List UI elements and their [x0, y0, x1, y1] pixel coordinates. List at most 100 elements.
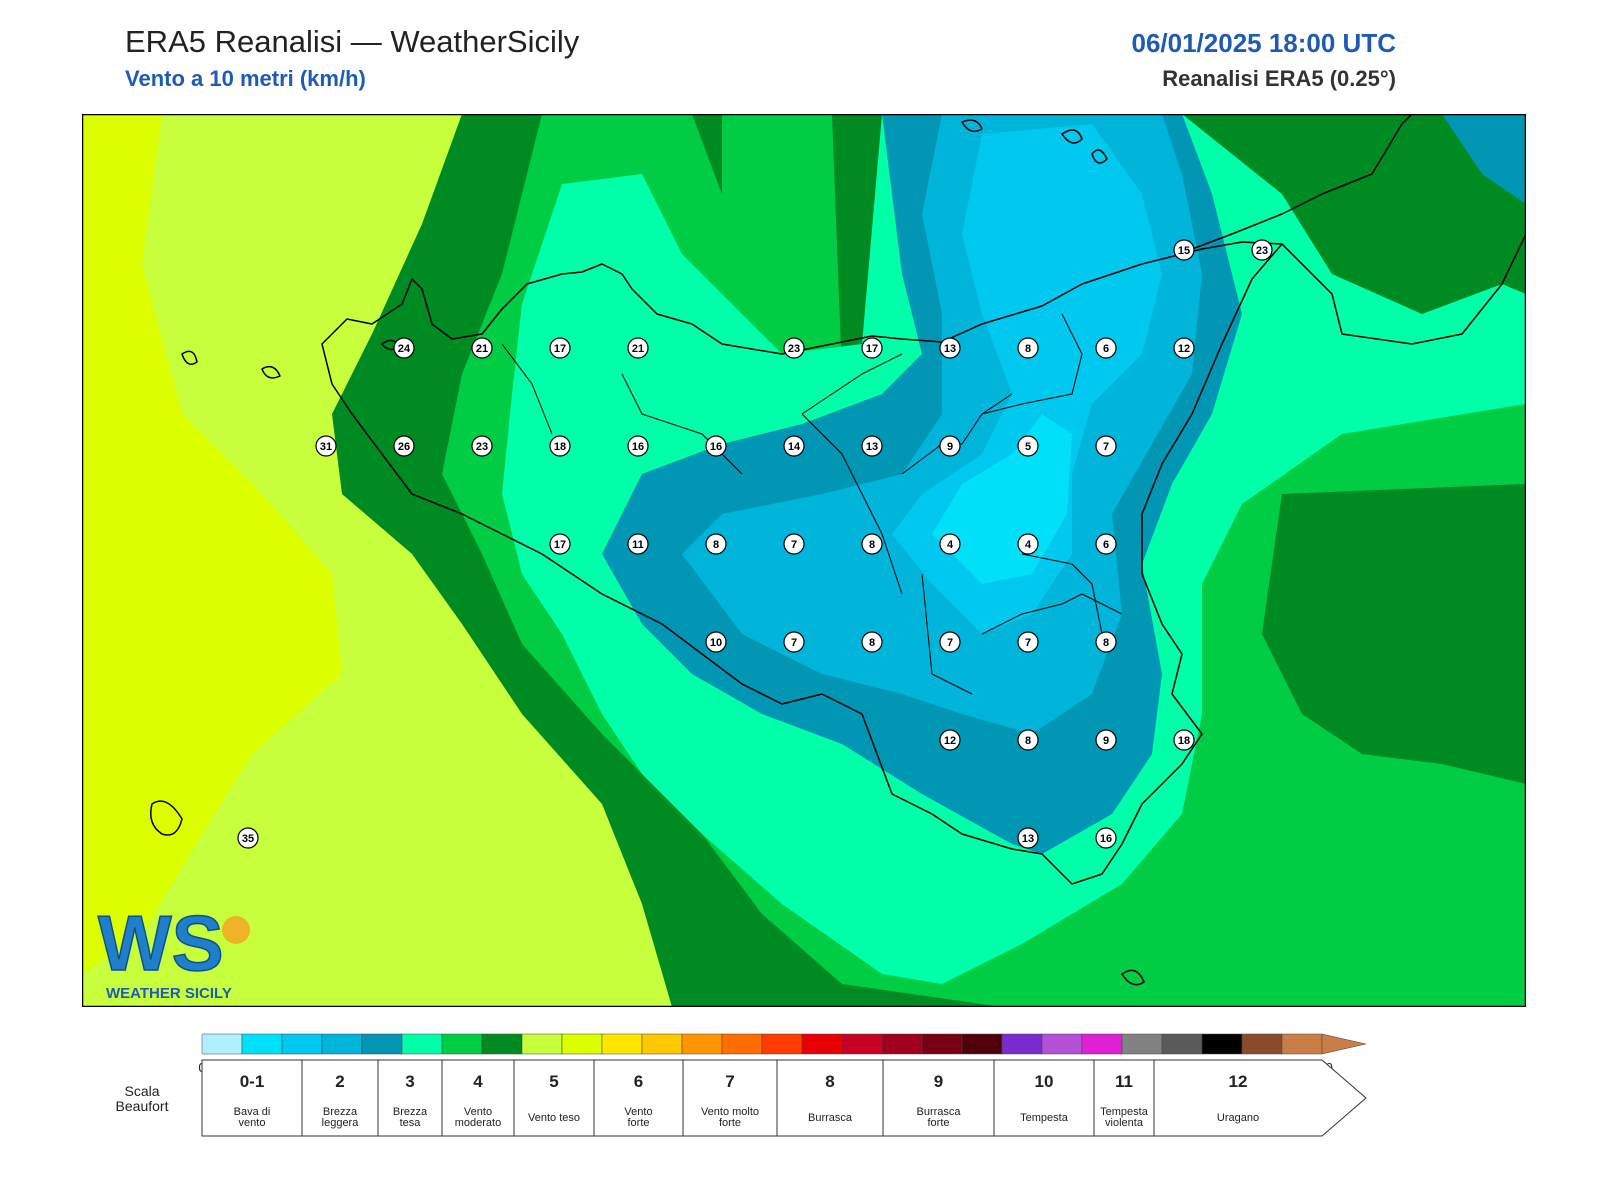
beaufort-description: Brezza leggera — [322, 1106, 360, 1129]
map-subtitle: Vento a 10 metri (km/h) — [125, 66, 366, 91]
station-marker — [1017, 337, 1039, 359]
weathersicily-logo: WS WEATHER SICILY — [97, 900, 250, 1002]
salina-island — [961, 119, 983, 133]
wind-station: 21 — [471, 337, 493, 359]
beaufort-description: Tempesta violenta — [1100, 1106, 1149, 1129]
station-marker — [939, 729, 961, 751]
wind-station: 8 — [1095, 631, 1117, 653]
station-wind-value: 14 — [788, 441, 801, 453]
station-marker — [1173, 337, 1195, 359]
station-wind-value: 18 — [1178, 735, 1190, 747]
beaufort-description: Burrasca — [808, 1112, 853, 1124]
station-marker — [471, 435, 493, 457]
inland-boundaries — [501, 313, 1123, 695]
beaufort-label: Scala Beaufort — [116, 1083, 169, 1114]
station-wind-value: 15 — [1178, 245, 1190, 257]
wind-station: 8 — [861, 631, 883, 653]
beaufort-cell: 11 Tempesta violenta — [1093, 1059, 1155, 1137]
wind-station: 8 — [1017, 729, 1039, 751]
beaufort-cell-box — [513, 1059, 595, 1137]
calabria-coast — [1191, 114, 1526, 345]
colorbar-segment — [561, 1033, 603, 1055]
wind-station-labels: 24 21 17 21 23 17 13 8 6 12 31 26 23 18 16 16 14 13 9 5 7 17 1… — [237, 239, 1273, 849]
beaufort-cell-box — [593, 1059, 684, 1137]
colorbar-segment — [281, 1033, 323, 1055]
beaufort-number: 10 — [1035, 1072, 1054, 1091]
wind-station: 16 — [705, 435, 727, 457]
station-marker — [471, 337, 493, 359]
station-marker — [939, 337, 961, 359]
station-wind-value: 7 — [791, 539, 797, 551]
station-wind-value: 13 — [866, 441, 878, 453]
station-marker — [627, 435, 649, 457]
wind-station: 6 — [1095, 533, 1117, 555]
station-marker — [1017, 533, 1039, 555]
colorbar-segment — [961, 1033, 1003, 1055]
colorbar-segment — [1121, 1033, 1163, 1055]
colorbar-segment — [441, 1033, 483, 1055]
station-marker — [1095, 631, 1117, 653]
station-wind-value: 4 — [1025, 539, 1032, 551]
beaufort-number: 2 — [335, 1072, 344, 1091]
wind-station: 13 — [861, 435, 883, 457]
station-wind-value: 5 — [1025, 441, 1031, 453]
coastlines — [150, 114, 1526, 986]
station-marker — [393, 435, 415, 457]
beaufort-cell-box — [776, 1059, 884, 1137]
wind-station: 7 — [783, 533, 805, 555]
wind-station: 17 — [549, 337, 571, 359]
station-marker — [939, 533, 961, 555]
beaufort-number: 4 — [473, 1072, 483, 1091]
wind-station: 11 — [627, 533, 649, 555]
beaufort-description: Tempesta — [1020, 1112, 1069, 1124]
station-marker — [783, 435, 805, 457]
station-marker — [1173, 729, 1195, 751]
station-marker — [705, 533, 727, 555]
valid-datetime: 06/01/2025 18:00 UTC — [1131, 28, 1396, 58]
station-marker — [1095, 435, 1117, 457]
colorbar-segment — [601, 1033, 643, 1055]
wind-station: 31 — [315, 435, 337, 457]
wind-station: 17 — [861, 337, 883, 359]
wind-band-35-40 — [82, 114, 342, 974]
colorbar-segment — [641, 1033, 683, 1055]
station-wind-value: 8 — [713, 539, 719, 551]
lipari-island — [1061, 129, 1083, 144]
station-wind-value: 26 — [398, 441, 410, 453]
station-marker — [939, 435, 961, 457]
colorbar-segment — [881, 1033, 923, 1055]
colorbar-segment — [481, 1033, 523, 1055]
station-marker — [1173, 239, 1195, 261]
colorbar-segment — [721, 1033, 763, 1055]
wind-station: 14 — [783, 435, 805, 457]
station-marker — [627, 337, 649, 359]
colorbar-segment — [801, 1033, 843, 1055]
station-marker — [1017, 631, 1039, 653]
wind-station: 9 — [939, 435, 961, 457]
station-marker — [627, 533, 649, 555]
wind-map: 24 21 17 21 23 17 13 8 6 12 31 26 23 18 16 16 14 13 9 5 7 17 1… — [82, 114, 1526, 1007]
beaufort-description: Vento moderato — [455, 1106, 501, 1129]
station-wind-value: 6 — [1103, 343, 1109, 355]
egadi-island — [181, 350, 198, 365]
station-marker — [783, 533, 805, 555]
logo-sun-icon — [222, 916, 250, 944]
station-wind-value: 8 — [869, 637, 875, 649]
station-marker — [549, 435, 571, 457]
beaufort-description: Burrasca forte — [916, 1106, 961, 1129]
wind-station: 18 — [1173, 729, 1195, 751]
beaufort-cell: 0-1 Bava di vento — [201, 1059, 303, 1137]
beaufort-cell-box — [682, 1059, 778, 1137]
station-wind-value: 12 — [1178, 343, 1190, 355]
station-wind-value: 23 — [788, 343, 800, 355]
wind-station: 13 — [1017, 827, 1039, 849]
beaufort-cell-box — [301, 1059, 379, 1137]
colorbar-segment — [1041, 1033, 1083, 1055]
wind-station: 6 — [1095, 337, 1117, 359]
map-frame — [82, 114, 1526, 1007]
wind-station: 4 — [1017, 533, 1039, 555]
station-wind-value: 18 — [554, 441, 566, 453]
station-wind-value: 4 — [947, 539, 954, 551]
station-marker — [861, 631, 883, 653]
station-marker — [1017, 435, 1039, 457]
